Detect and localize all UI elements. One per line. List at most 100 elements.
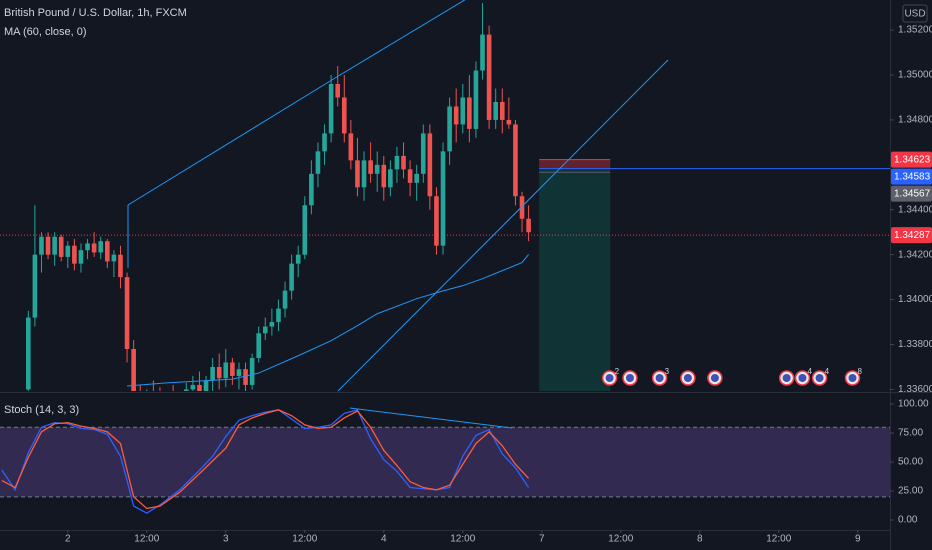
price-label-bg: [891, 151, 932, 168]
stoch-line: [1, 409, 530, 510]
candle-body: [210, 366, 215, 381]
candle-body: [32, 254, 38, 318]
y-tick-label: 75.00: [898, 428, 923, 439]
candle-body: [111, 254, 117, 262]
event-count: 8: [857, 367, 862, 376]
y-tick-label: 25.00: [898, 486, 923, 497]
candle-body: [322, 133, 327, 152]
price-label-bg: [891, 168, 932, 185]
candle-body: [124, 277, 130, 350]
event-count: 4: [825, 367, 830, 376]
x-tick-label: 12:00: [766, 534, 791, 545]
event-flag: [710, 374, 719, 382]
x-tick-label: 12:00: [608, 534, 633, 545]
candle-body: [493, 101, 498, 120]
event-count: 2: [615, 367, 620, 376]
price-label: 1.34623: [894, 154, 931, 165]
candle-body: [269, 322, 275, 327]
candle-body: [486, 34, 492, 120]
y-tick-label: 1.34200: [898, 249, 932, 260]
y-tick-label: 50.00: [898, 457, 923, 468]
y-tick-label: 1.34400: [898, 204, 932, 215]
candle-body: [118, 254, 123, 278]
candle-body: [223, 362, 229, 379]
candle-body: [72, 245, 77, 264]
candle-body: [289, 263, 294, 291]
candle-body: [407, 169, 413, 183]
price-label-bg: [891, 227, 932, 244]
price-label: 1.34567: [894, 188, 931, 199]
candle-body: [91, 243, 97, 253]
candle-body: [394, 155, 400, 170]
trend-line: [337, 59, 669, 392]
event-flag: [815, 374, 824, 382]
y-tick-label: 1.34800: [898, 115, 932, 126]
divergence-line: [349, 407, 513, 429]
candle-body: [499, 101, 505, 120]
x-tick-label: 12:00: [292, 534, 317, 545]
candle-body: [282, 290, 288, 309]
stoch-pane: [0, 409, 890, 514]
candle-body: [197, 384, 202, 391]
price-label: 1.34287: [894, 230, 931, 241]
y-tick-label: 100.00: [898, 399, 929, 410]
candle-body: [58, 236, 64, 257]
event-flag: [625, 374, 634, 382]
drawings: [127, 0, 669, 429]
candle-body: [453, 106, 459, 125]
y-tick-label: 1.34000: [898, 294, 932, 305]
candle-body: [348, 133, 354, 161]
candle-body: [78, 250, 84, 264]
ma-legend: MA (60, close, 0): [4, 26, 87, 38]
x-tick-label: 9: [855, 534, 861, 545]
candle-body: [381, 164, 387, 188]
currency-box[interactable]: [902, 4, 928, 23]
event-flag: [782, 374, 791, 382]
candle-body: [440, 151, 446, 246]
event-count: 3: [665, 367, 670, 376]
y-tick-label: 1.35200: [898, 25, 932, 36]
candle-body: [39, 236, 44, 255]
candle-body: [368, 160, 373, 174]
candle-body: [519, 196, 525, 219]
x-tick-label: 2: [65, 534, 71, 545]
currency[interactable]: USD: [904, 9, 925, 20]
candle-body: [427, 133, 433, 197]
symbol-title: British Pound / U.S. Dollar, 1h, FXCM: [4, 7, 187, 19]
candle-body: [480, 34, 485, 71]
candle-body: [131, 349, 136, 391]
event-count: 4: [807, 367, 812, 376]
candle-body: [302, 205, 308, 255]
x-tick-label: 12:00: [134, 534, 159, 545]
main-pane: 2 3 4 4 8: [0, 3, 890, 391]
candle-body: [374, 164, 380, 174]
candle-body: [361, 160, 367, 188]
event-flag: [683, 374, 692, 382]
x-tick-label: 4: [381, 534, 387, 545]
x-tick-label: 3: [223, 534, 229, 545]
y-tick-label: 1.33600: [898, 384, 932, 395]
x-tick-label: 12:00: [450, 534, 475, 545]
candle-body: [513, 124, 518, 197]
candle-body: [335, 83, 341, 98]
candle-body: [355, 160, 360, 188]
candle-body: [460, 97, 466, 125]
candle-body: [262, 326, 268, 334]
candle-body: [45, 236, 51, 255]
candle-body: [420, 133, 426, 174]
stop-zone: [539, 159, 611, 169]
candle-body: [309, 173, 314, 206]
price-label: 1.34583: [894, 171, 931, 182]
stoch-legend: Stoch (14, 3, 3): [4, 404, 79, 416]
stoch-line: [1, 409, 530, 514]
event-flag: [655, 374, 664, 382]
y-tick-label: 0.00: [898, 515, 918, 526]
event-flag: [605, 374, 614, 382]
trend-line: [127, 0, 466, 206]
candle-body: [65, 245, 71, 257]
target-zone: [539, 168, 611, 391]
event-flag: [848, 374, 857, 382]
band-fill: [0, 427, 890, 497]
candle-body: [447, 106, 452, 152]
candle-body: [473, 70, 479, 129]
